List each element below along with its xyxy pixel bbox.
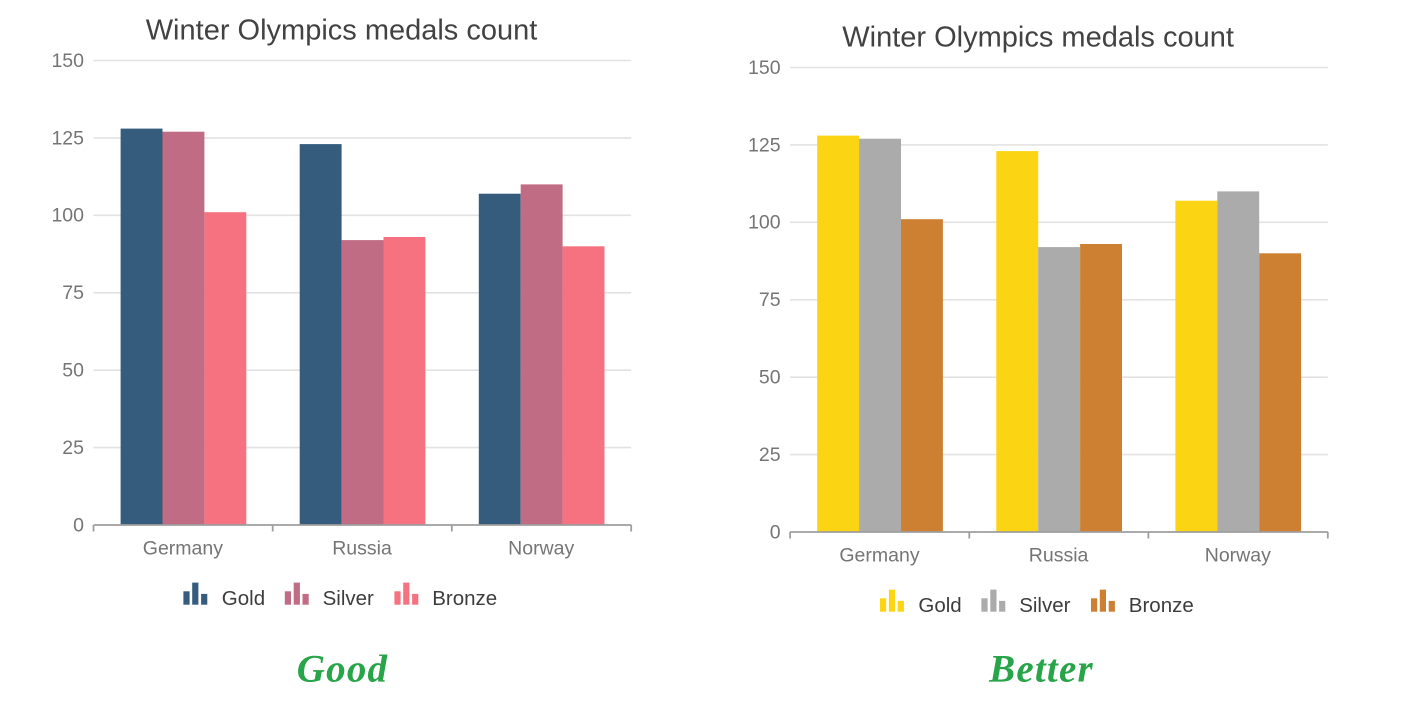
svg-text:Russia: Russia — [332, 538, 392, 560]
svg-text:Russia: Russia — [1029, 545, 1089, 567]
svg-text:100: 100 — [748, 212, 781, 234]
svg-text:50: 50 — [62, 360, 84, 382]
svg-text:Norway: Norway — [508, 538, 574, 560]
svg-text:25: 25 — [759, 444, 781, 466]
svg-text:25: 25 — [62, 437, 84, 459]
svg-text:50: 50 — [759, 367, 781, 389]
svg-text:Silver: Silver — [1019, 594, 1070, 617]
svg-text:75: 75 — [759, 289, 781, 311]
svg-text:Gold: Gold — [222, 587, 265, 610]
svg-text:Gold: Gold — [918, 594, 961, 617]
svg-text:Better: Better — [988, 648, 1094, 691]
svg-text:Winter Olympics medals count: Winter Olympics medals count — [146, 14, 538, 46]
svg-text:0: 0 — [73, 514, 84, 536]
svg-text:Germany: Germany — [839, 545, 919, 567]
svg-text:Germany: Germany — [143, 538, 223, 560]
svg-text:150: 150 — [748, 57, 781, 79]
svg-text:Silver: Silver — [323, 587, 374, 610]
svg-text:125: 125 — [748, 134, 781, 156]
svg-text:0: 0 — [770, 521, 781, 543]
svg-text:Bronze: Bronze — [432, 587, 497, 610]
svg-text:Norway: Norway — [1205, 545, 1271, 567]
svg-text:150: 150 — [51, 50, 84, 72]
svg-text:75: 75 — [62, 282, 84, 304]
svg-text:Winter Olympics medals count: Winter Olympics medals count — [842, 21, 1234, 53]
svg-text:Good: Good — [297, 648, 388, 691]
svg-text:125: 125 — [51, 127, 84, 149]
svg-text:100: 100 — [51, 205, 84, 227]
svg-text:Bronze: Bronze — [1129, 594, 1194, 617]
